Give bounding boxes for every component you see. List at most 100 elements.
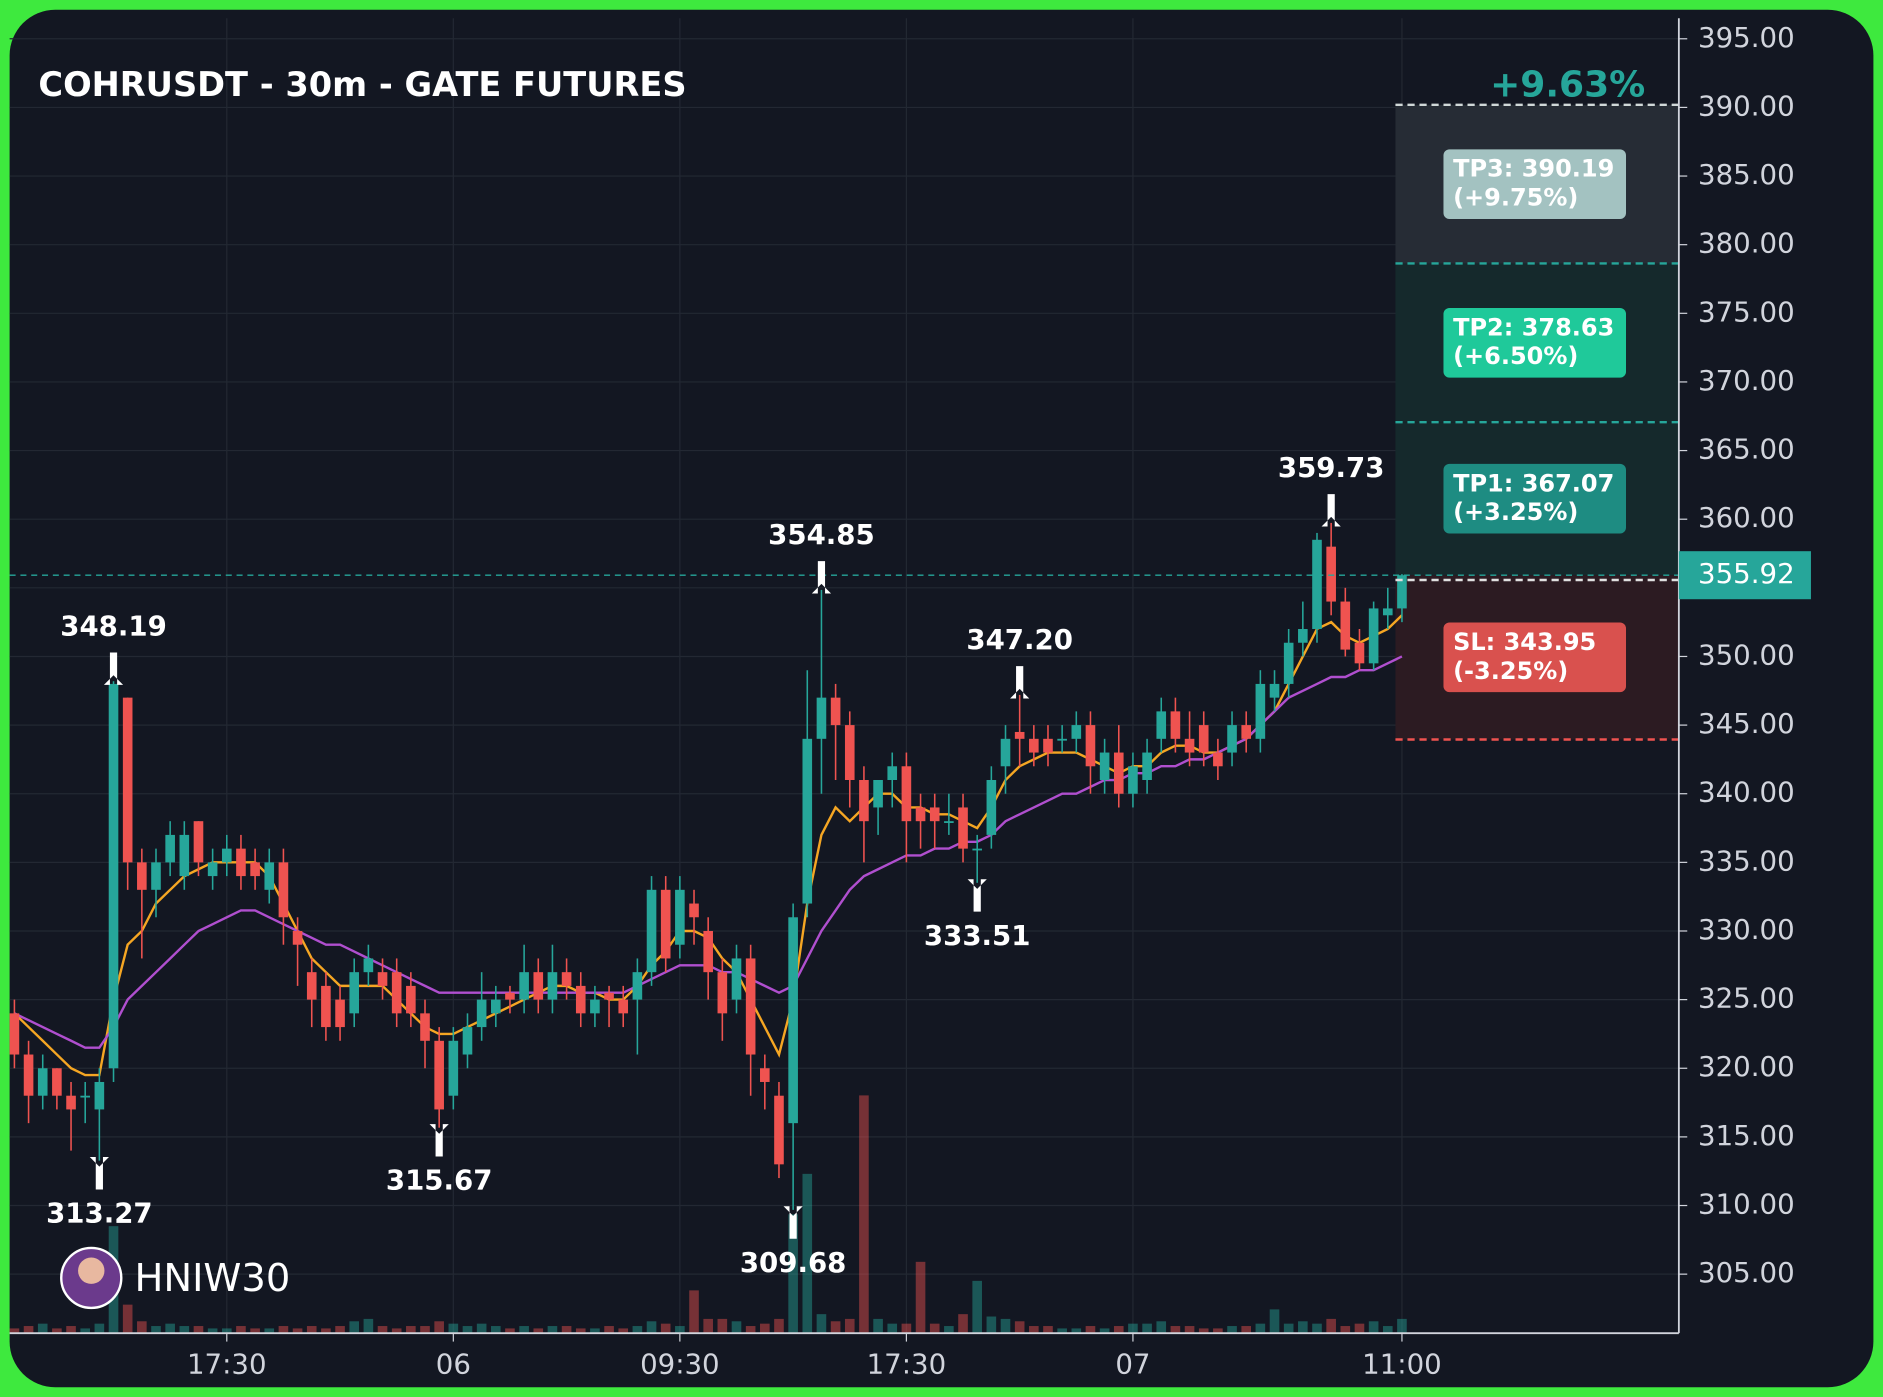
candle-body — [1043, 738, 1053, 753]
candle-body — [986, 780, 997, 835]
level-box — [1443, 463, 1627, 534]
candle-body — [193, 821, 204, 863]
volume-bar — [887, 1323, 898, 1334]
volume-bar — [94, 1323, 105, 1334]
candle-body — [66, 1095, 76, 1110]
candle-body — [250, 862, 260, 877]
volume-bar — [335, 1326, 345, 1334]
volume-bar — [575, 1328, 586, 1334]
volume-bar — [901, 1323, 912, 1334]
annotation-arrow — [811, 561, 832, 594]
candle-body — [1283, 642, 1294, 684]
candle-body — [717, 972, 728, 1014]
volume-bar — [476, 1323, 487, 1334]
volume-bar — [1213, 1328, 1223, 1334]
y-tick-label: 370.00 — [1698, 364, 1795, 397]
annotation-label: 359.73 — [1278, 451, 1385, 484]
candle-body — [632, 972, 643, 1000]
watermark: HNIW30 — [135, 1256, 291, 1301]
annotation-arrow — [783, 1206, 803, 1239]
candle-body — [1142, 752, 1152, 781]
candle-body — [604, 992, 614, 1000]
x-tick-label: 07 — [1115, 1348, 1150, 1381]
candle-body — [575, 985, 586, 1014]
volume-bar — [731, 1321, 742, 1334]
volume-bar — [1397, 1318, 1407, 1334]
volume-bar — [1354, 1323, 1365, 1334]
candle-body — [236, 848, 246, 877]
candle-body — [1156, 711, 1167, 739]
candle-body — [703, 930, 713, 973]
volume-bar — [66, 1326, 76, 1334]
candle-body — [165, 834, 175, 863]
candle-body — [377, 972, 388, 986]
volume-bar — [165, 1323, 175, 1334]
volume-bar — [193, 1326, 204, 1334]
candle-body — [9, 1013, 20, 1055]
candle-body — [1255, 683, 1266, 739]
volume-bar — [363, 1318, 374, 1334]
volume-bar — [490, 1326, 501, 1334]
candle-body — [292, 930, 303, 945]
candle-body — [830, 697, 841, 726]
x-tick-label: 11:00 — [1362, 1348, 1442, 1381]
candle-body — [1397, 575, 1407, 609]
candle-body — [1057, 738, 1067, 741]
candle-body — [1071, 725, 1082, 739]
volume-bar — [1255, 1323, 1266, 1334]
volume-bar — [122, 1304, 133, 1334]
volume-bar — [1071, 1328, 1082, 1334]
volume-bar — [604, 1326, 614, 1334]
candle-body — [1326, 546, 1336, 602]
volume-bar — [1283, 1323, 1294, 1334]
volume-bar — [1029, 1326, 1039, 1334]
annotation-arrow — [103, 652, 124, 685]
candle-body — [306, 972, 317, 1000]
volume-bar — [533, 1328, 544, 1334]
y-tick-label: 345.00 — [1698, 707, 1795, 740]
volume-bar — [929, 1323, 940, 1334]
volume-bar — [406, 1326, 416, 1334]
volume-bar — [547, 1326, 558, 1334]
volume-bar — [986, 1316, 997, 1334]
candle-body — [844, 725, 855, 781]
candle-body — [1213, 752, 1223, 767]
candle-body — [264, 862, 275, 890]
y-tick-label: 305.00 — [1698, 1256, 1795, 1289]
candle-body — [1312, 539, 1322, 630]
candle-body — [363, 958, 374, 973]
volume-bar — [179, 1326, 190, 1334]
level-box — [1443, 149, 1627, 219]
volume-bar — [717, 1318, 728, 1334]
candle-body — [23, 1054, 34, 1096]
annotation-label: 309.68 — [740, 1246, 847, 1279]
y-tick-label: 395.00 — [1698, 21, 1795, 54]
volume-bar — [1241, 1326, 1252, 1334]
candle-body — [1298, 629, 1308, 643]
volume-bar — [646, 1321, 657, 1334]
candle-body — [760, 1068, 770, 1082]
volume-bar — [618, 1328, 629, 1334]
volume-bar — [944, 1326, 954, 1334]
y-tick-label: 375.00 — [1698, 295, 1795, 328]
volume-bar — [420, 1326, 430, 1334]
y-tick-label: 310.00 — [1698, 1188, 1795, 1221]
volume-bar — [321, 1328, 331, 1334]
avatar-face — [78, 1257, 105, 1284]
volume-bar — [745, 1326, 756, 1334]
volume-bar — [52, 1328, 62, 1334]
level-label: TP3: 390.19 — [1453, 155, 1614, 183]
candle-body — [816, 697, 827, 739]
overlays: TP3: 390.19(+9.75%) TP2: 378.63(+6.50%) TP… — [9, 103, 1679, 1279]
candle-body — [448, 1040, 459, 1096]
candle-body — [689, 903, 699, 918]
level-pct: (+3.25%) — [1453, 498, 1578, 526]
volume-bar — [830, 1321, 841, 1334]
level-pct: (+6.50%) — [1453, 342, 1578, 370]
volume-bar — [1312, 1323, 1322, 1334]
volume-bar — [1043, 1326, 1053, 1334]
candle-body — [774, 1095, 784, 1165]
annotation-label: 315.67 — [386, 1164, 493, 1197]
volume-bar — [391, 1328, 402, 1334]
candle-body — [80, 1095, 91, 1098]
